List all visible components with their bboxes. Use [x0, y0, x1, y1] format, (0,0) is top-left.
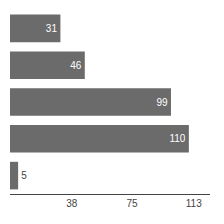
svg-text:99: 99	[156, 97, 168, 108]
svg-text:75: 75	[126, 198, 138, 209]
svg-text:113: 113	[186, 198, 202, 209]
svg-text:46: 46	[70, 60, 82, 71]
svg-text:110: 110	[169, 133, 185, 144]
svg-text:5: 5	[21, 170, 27, 181]
svg-text:31: 31	[46, 23, 58, 34]
svg-text:38: 38	[66, 198, 78, 209]
